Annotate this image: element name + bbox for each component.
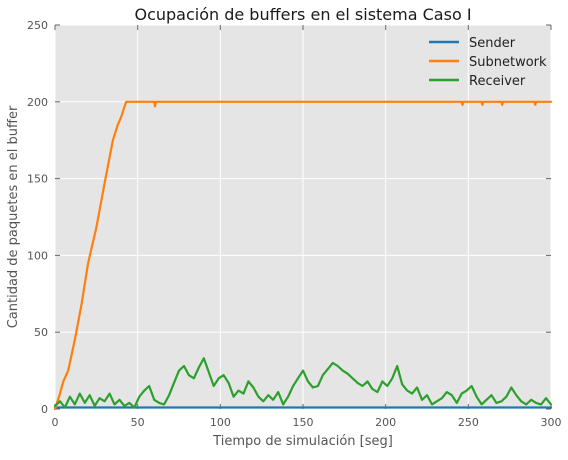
x-tick-label: 300 (541, 416, 562, 429)
y-tick-label: 100 (27, 249, 48, 262)
legend-label-sender: Sender (469, 36, 516, 51)
y-tick-label: 250 (27, 19, 48, 32)
legend-label-receiver: Receiver (469, 74, 526, 89)
x-tick-label: 150 (293, 416, 314, 429)
y-tick-label: 200 (27, 96, 48, 109)
y-tick-label: 150 (27, 173, 48, 186)
legend: Sender Subnetwork Receiver (429, 36, 547, 89)
x-tick-label: 200 (375, 416, 396, 429)
axis-ticks: 0 50 100 150 200 250 300 0 50 100 150 200 250 (27, 19, 562, 429)
y-tick-label: 0 (41, 403, 48, 416)
series-line-receiver (53, 357, 553, 409)
y-tick-label: 50 (34, 326, 48, 339)
x-tick-label: 250 (458, 416, 479, 429)
series-lines (53, 100, 553, 411)
x-axis-label: Tiempo de simulación [seg] (212, 434, 393, 449)
series-line-subnetwork (53, 100, 553, 411)
y-axis-label: Cantidad de paquetes en el buffer (6, 105, 21, 328)
legend-label-subnetwork: Subnetwork (469, 55, 547, 70)
x-tick-label: 50 (131, 416, 145, 429)
chart-title: Ocupación de buffers en el sistema Caso … (134, 5, 471, 24)
x-tick-label: 0 (52, 416, 59, 429)
x-tick-label: 100 (210, 416, 231, 429)
